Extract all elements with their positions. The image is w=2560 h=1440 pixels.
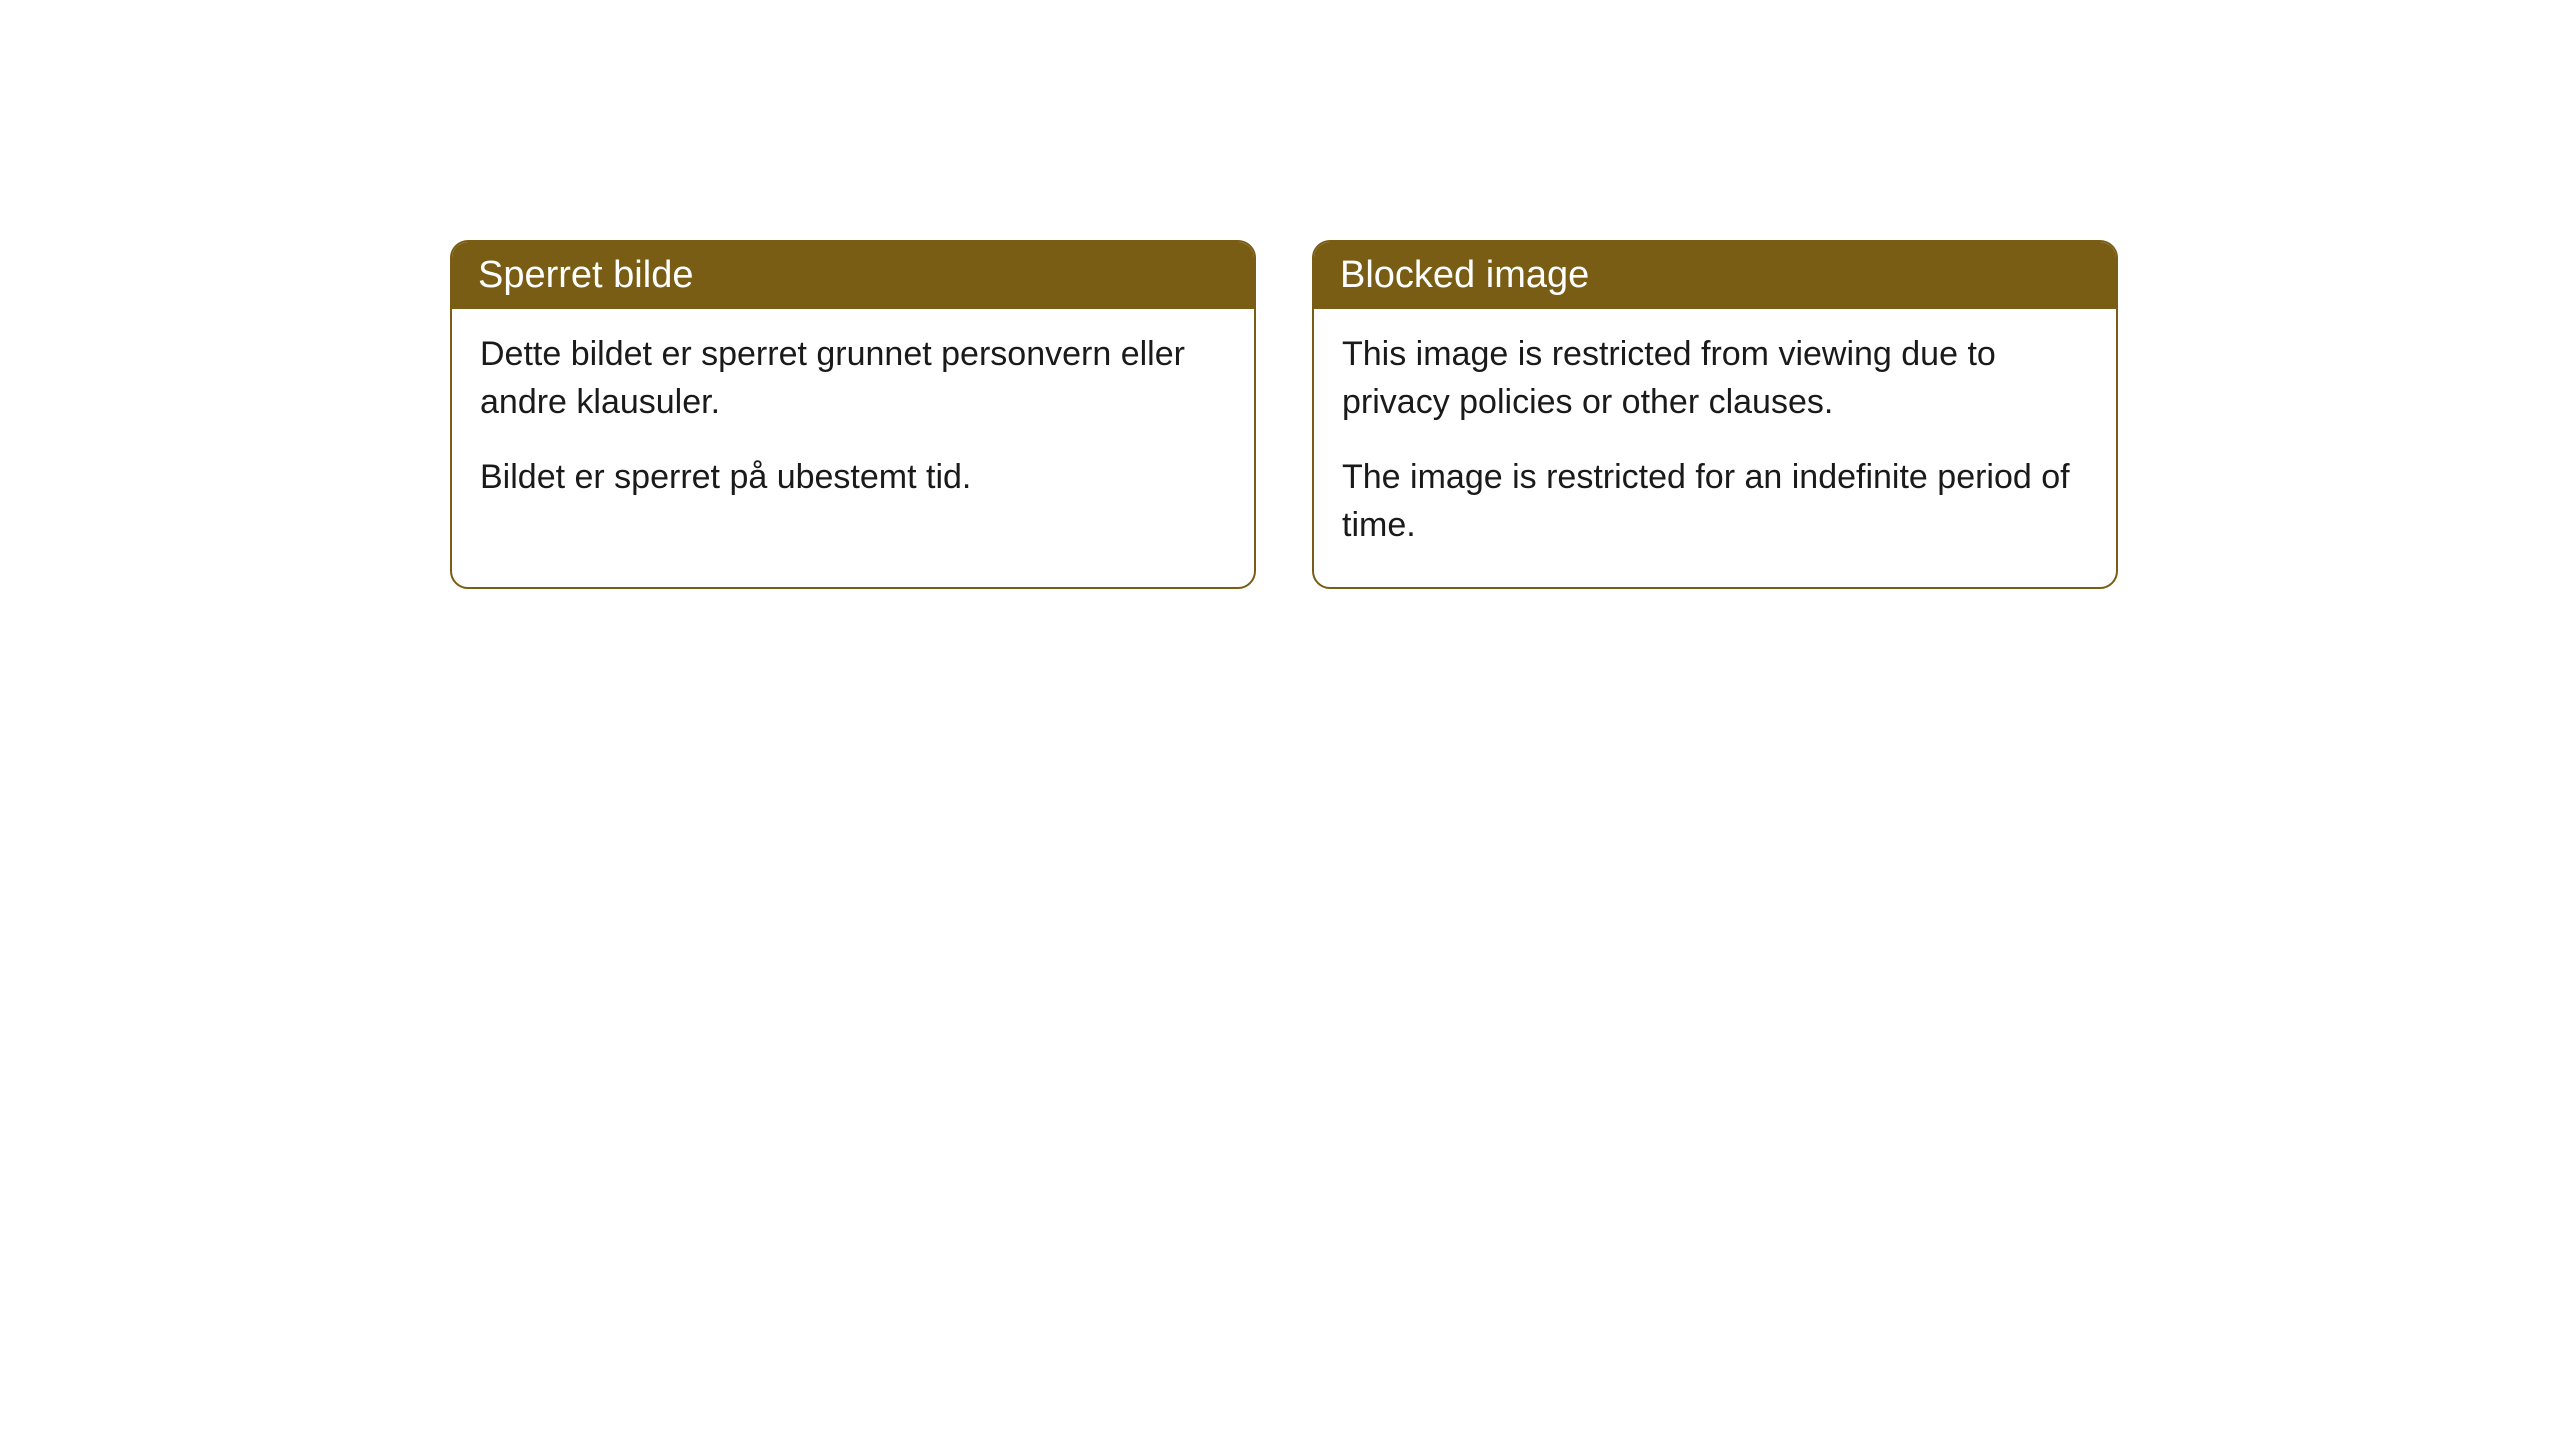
notice-paragraph: Bildet er sperret på ubestemt tid. <box>480 454 1226 502</box>
notice-header-norwegian: Sperret bilde <box>452 242 1254 309</box>
notice-body-english: This image is restricted from viewing du… <box>1314 309 2116 587</box>
notice-paragraph: The image is restricted for an indefinit… <box>1342 454 2088 549</box>
notice-body-norwegian: Dette bildet er sperret grunnet personve… <box>452 309 1254 540</box>
notice-header-english: Blocked image <box>1314 242 2116 309</box>
notice-container: Sperret bilde Dette bildet er sperret gr… <box>0 0 2560 589</box>
notice-card-norwegian: Sperret bilde Dette bildet er sperret gr… <box>450 240 1256 589</box>
notice-card-english: Blocked image This image is restricted f… <box>1312 240 2118 589</box>
notice-paragraph: This image is restricted from viewing du… <box>1342 331 2088 426</box>
notice-paragraph: Dette bildet er sperret grunnet personve… <box>480 331 1226 426</box>
